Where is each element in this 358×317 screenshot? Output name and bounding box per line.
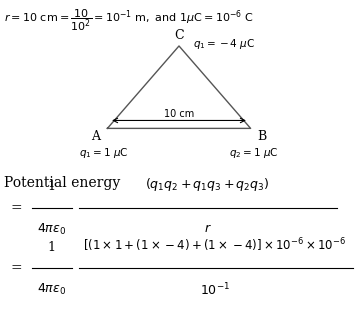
Text: A: A [91,130,100,143]
Text: =: = [11,261,22,275]
Text: 10 cm: 10 cm [164,109,194,119]
Text: B: B [258,130,267,143]
Text: $q_1 = -4\ \mu\mathrm{C}$: $q_1 = -4\ \mu\mathrm{C}$ [193,37,256,51]
Text: C: C [174,29,184,42]
Text: 1: 1 [48,241,56,254]
Text: $q_2 = 1\ \mu\mathrm{C}$: $q_2 = 1\ \mu\mathrm{C}$ [229,146,279,160]
Text: 1: 1 [48,180,56,193]
Text: $(q_1 q_2 + q_1 q_3 + q_2 q_3)$: $(q_1 q_2 + q_1 q_3 + q_2 q_3)$ [145,176,270,193]
Text: $q_1 = 1\ \mu\mathrm{C}$: $q_1 = 1\ \mu\mathrm{C}$ [79,146,129,160]
Text: $4\pi\varepsilon_0$: $4\pi\varepsilon_0$ [37,222,67,237]
Text: $10^{-1}$: $10^{-1}$ [200,282,230,299]
Text: $r$: $r$ [204,222,212,235]
Text: =: = [11,201,22,215]
Text: $4\pi\varepsilon_0$: $4\pi\varepsilon_0$ [37,282,67,297]
Text: $[(1\times 1 + (1\times -4) + (1\times -4)]\times 10^{-6}\times 10^{-6}$: $[(1\times 1 + (1\times -4) + (1\times -… [83,236,346,254]
Text: Potential energy: Potential energy [4,176,120,190]
Text: $r = 10\ \mathrm{cm} = \dfrac{10}{10^2} = 10^{-1}\ \mathrm{m, \ and}\ 1\mu\mathr: $r = 10\ \mathrm{cm} = \dfrac{10}{10^2} … [4,8,253,33]
